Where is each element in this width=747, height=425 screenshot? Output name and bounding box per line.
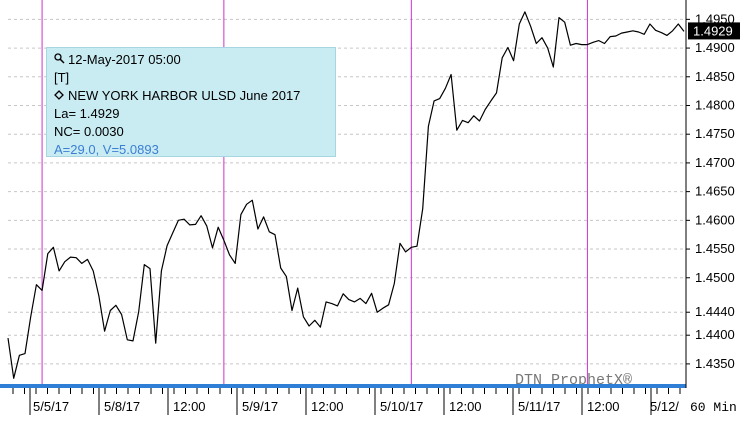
- price-series-line: [7, 11, 685, 379]
- last-value-marker: 1.4929: [688, 22, 740, 40]
- y-tick-label: 1.4600: [695, 212, 735, 227]
- y-tick-label: 1.4750: [695, 126, 735, 141]
- y-tick-label: 1.4350: [695, 356, 735, 371]
- y-tick-label: 1.4800: [695, 97, 735, 112]
- x-tick-label: 12:00: [449, 399, 482, 414]
- grid-lines: [8, 18, 686, 365]
- baseline-bar: [0, 384, 686, 388]
- magnifier-icon: [54, 51, 68, 69]
- x-axis-baseline: [0, 384, 686, 388]
- y-tick-label: 1.4650: [695, 184, 735, 199]
- data-tooltip: 12-May-2017 05:00 [T] NEW YORK HARBOR UL…: [46, 47, 336, 157]
- last-value-badge: [688, 22, 740, 40]
- x-axis-background: [0, 388, 747, 425]
- last-value-label: 1.4929: [693, 23, 733, 38]
- x-tick-label: 5/12/: [650, 399, 679, 414]
- x-tick-label: 12:00: [587, 399, 620, 414]
- y-tick-label: 1.4440: [695, 304, 735, 319]
- diamond-icon: [54, 87, 68, 105]
- x-tick-label: 5/9/17: [242, 399, 278, 414]
- tooltip-symbol: NEW YORK HARBOR ULSD June 2017: [68, 88, 301, 103]
- y-tick-label: 1.4550: [695, 241, 735, 256]
- y-axis[interactable]: 1.49501.49001.48501.48001.47501.47001.46…: [685, 0, 735, 388]
- series-layer: [7, 11, 685, 379]
- y-tick-label: 1.4900: [695, 40, 735, 55]
- y-tick-label: 1.4850: [695, 69, 735, 84]
- x-tick-label: 12:00: [311, 399, 344, 414]
- x-tick-label: 5/8/17: [104, 399, 140, 414]
- tooltip-date-row: 12-May-2017 05:00: [54, 51, 335, 69]
- tooltip-last: La= 1.4929: [54, 106, 120, 121]
- interval-label[interactable]: 60 Min: [690, 400, 737, 415]
- y-tick-label: 1.4400: [695, 327, 735, 342]
- tooltip-date: 12-May-2017 05:00: [68, 52, 181, 67]
- y-tick-label: 1.4700: [695, 155, 735, 170]
- tooltip-extra: A=29.0, V=5.0893: [54, 142, 159, 157]
- x-tick-label: 5/10/17: [380, 399, 423, 414]
- tooltip-tag: [T]: [54, 70, 70, 85]
- x-tick-label: 5/11/17: [518, 399, 560, 414]
- tooltip-net-change: NC= 0.0030: [54, 124, 124, 139]
- y-tick-label: 1.4500: [695, 270, 735, 285]
- tooltip-symbol-row: NEW YORK HARBOR ULSD June 2017: [54, 87, 335, 105]
- x-tick-label: 12:00: [173, 399, 206, 414]
- x-tick-label: 5/5/17: [33, 399, 69, 414]
- x-axis[interactable]: 5/5/17 5/8/17 12:00 5/9/17 12:00 5/10/17 12:00…: [0, 388, 747, 425]
